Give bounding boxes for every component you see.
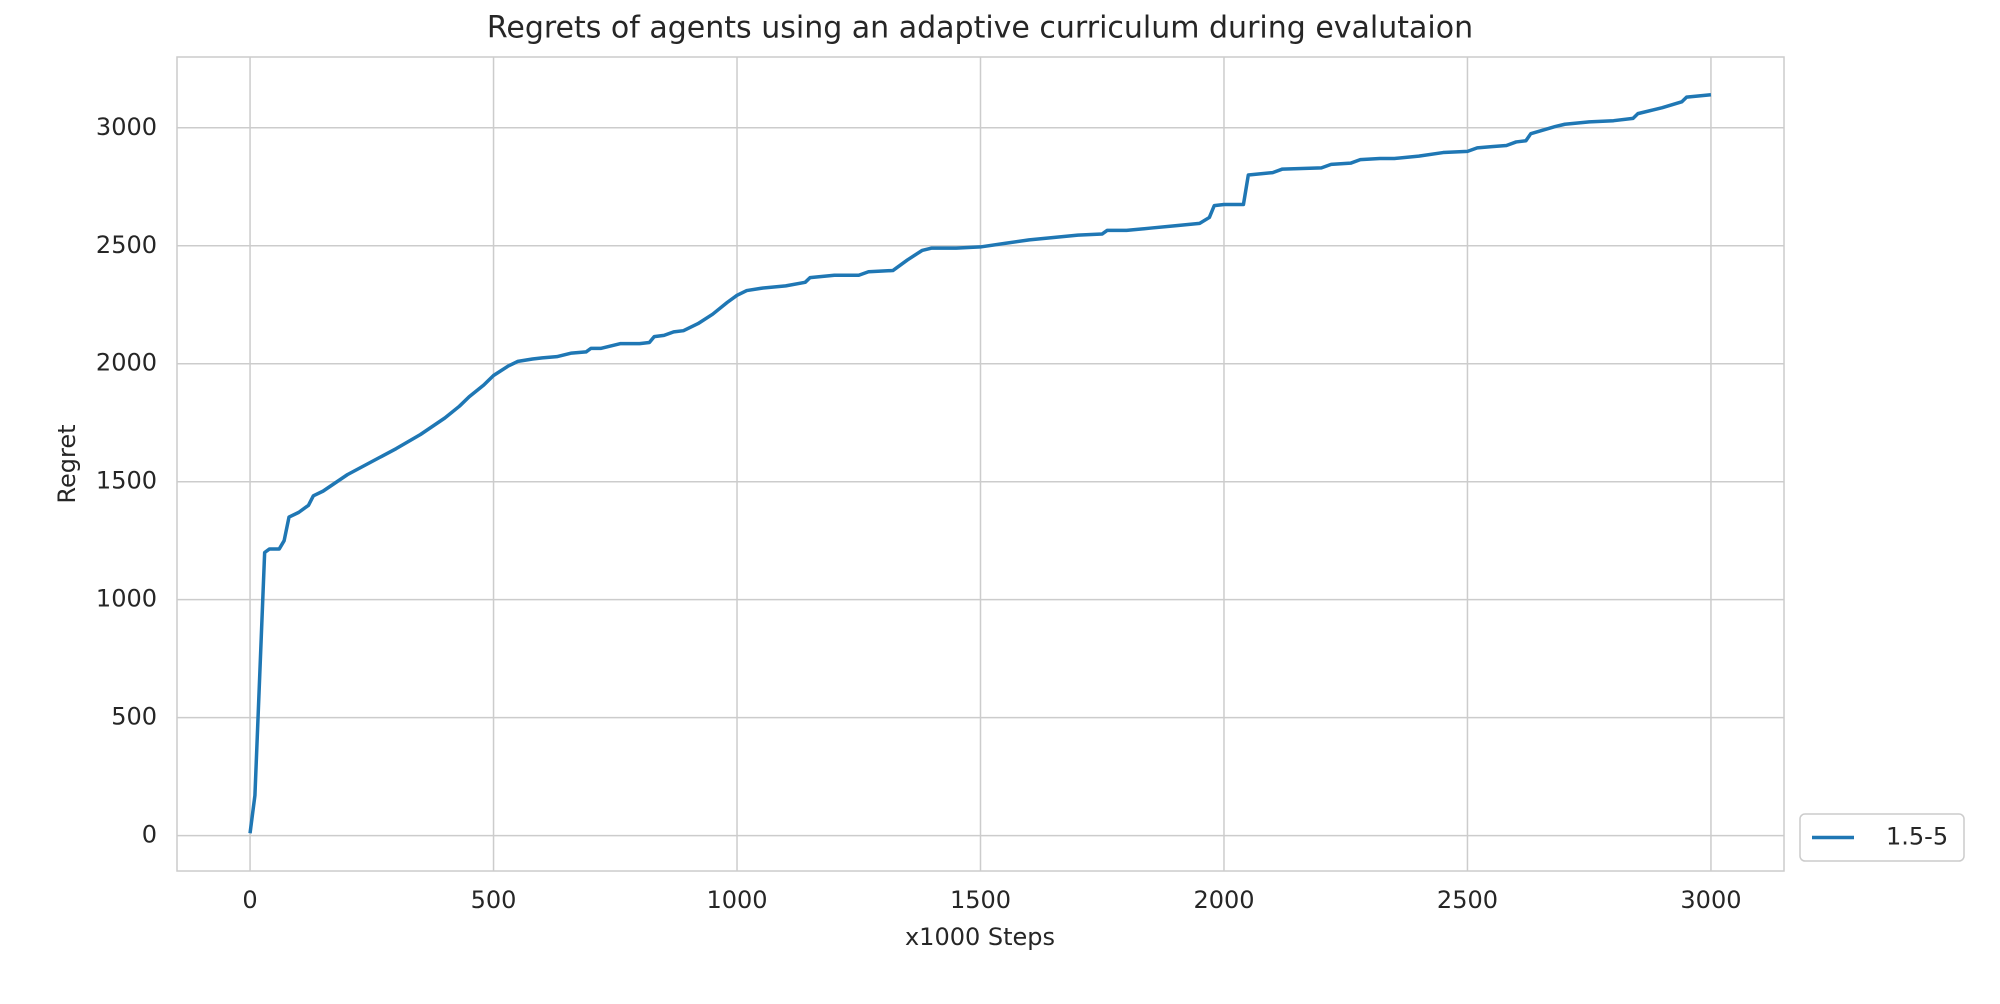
y-tick-label: 1000 [96,585,157,613]
x-axis-label: x1000 Steps [905,923,1055,951]
x-tick-label: 1500 [950,886,1011,914]
x-tick-label: 1000 [706,886,767,914]
legend-box [1799,813,1965,862]
x-tick-label: 2000 [1193,886,1254,914]
y-tick-label: 2500 [96,231,157,259]
x-tick-label: 0 [242,886,257,914]
y-tick-label: 0 [142,821,157,849]
y-tick-label: 500 [111,703,157,731]
y-axis-label: Regret [53,424,81,503]
chart-title: Regrets of agents using an adaptive curr… [487,11,1473,46]
x-tick-label: 2500 [1437,886,1498,914]
x-tick-label: 3000 [1680,886,1741,914]
y-tick-label: 1500 [96,467,157,495]
legend-label: 1.5-5 [1886,823,1948,851]
plot-frame [176,56,1785,872]
data-line [248,93,1712,834]
y-tick-label: 2000 [96,349,157,377]
y-tick-label: 3000 [96,113,157,141]
x-tick-label: 500 [471,886,517,914]
